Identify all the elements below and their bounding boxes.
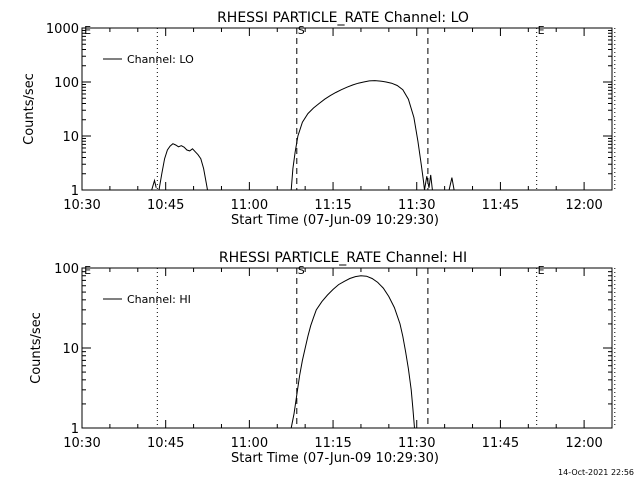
- chart-title: RHESSI PARTICLE_RATE Channel: LO: [217, 10, 469, 26]
- legend-label: Channel: HI: [127, 293, 191, 306]
- x-tick-label: 12:00: [565, 198, 602, 213]
- y-tick-label: 1000: [46, 22, 79, 37]
- x-tick-label: 11:15: [314, 198, 351, 213]
- y-axis-label: Counts/sec: [22, 73, 37, 145]
- lo-channel-panel: RHESSI PARTICLE_RATE Channel: LO 10:30 10:…: [22, 10, 616, 228]
- series-line: [158, 143, 208, 191]
- y-tick-label: 1: [71, 422, 79, 437]
- hi-channel-panel: RHESSI PARTICLE_RATE Channel: HI 10:30 10:…: [29, 250, 616, 466]
- x-tick-label: 10:30: [63, 198, 100, 213]
- x-tick-label: 10:45: [147, 198, 184, 213]
- x-tick-label: 11:00: [231, 436, 268, 451]
- x-tick-label: 11:30: [398, 436, 435, 451]
- footer-timestamp: 14-Oct-2021 22:56: [558, 468, 634, 477]
- series-line: [448, 177, 455, 191]
- y-tick-label: 10: [62, 130, 79, 145]
- x-tick-label: 11:15: [314, 436, 351, 451]
- x-tick-label: 10:30: [63, 436, 100, 451]
- x-tick-label: 11:45: [482, 436, 519, 451]
- marker-label: E: [538, 264, 545, 277]
- x-axis-label: Start Time (07-Jun-09 10:29:30): [231, 213, 439, 228]
- x-axis-label: Start Time (07-Jun-09 10:29:30): [231, 451, 439, 466]
- series-line: [151, 178, 157, 191]
- corner-label: E: [84, 264, 91, 277]
- y-tick-label: 100: [54, 76, 79, 91]
- x-tick-label: 10:45: [147, 436, 184, 451]
- y-tick-label: 1: [71, 184, 79, 199]
- x-tick-label: 11:45: [482, 198, 519, 213]
- x-tick-label: 12:00: [565, 436, 602, 451]
- x-tick-label: 11:30: [398, 198, 435, 213]
- marker-label: E: [538, 24, 545, 37]
- series-line: [290, 80, 425, 191]
- plot-frame: [81, 27, 613, 191]
- x-tick-label: 11:00: [231, 198, 268, 213]
- corner-label: E: [84, 24, 91, 37]
- y-axis-label: Counts/sec: [29, 312, 44, 384]
- series-line: [290, 275, 415, 429]
- series-line: [424, 174, 433, 191]
- y-tick-label: 100: [54, 262, 79, 277]
- marker-label: S: [298, 264, 305, 277]
- chart-title: RHESSI PARTICLE_RATE Channel: HI: [219, 250, 467, 266]
- legend-label: Channel: LO: [127, 53, 194, 66]
- marker-label: S: [298, 24, 305, 37]
- y-tick-label: 10: [62, 342, 79, 357]
- plot-frame: [81, 267, 613, 429]
